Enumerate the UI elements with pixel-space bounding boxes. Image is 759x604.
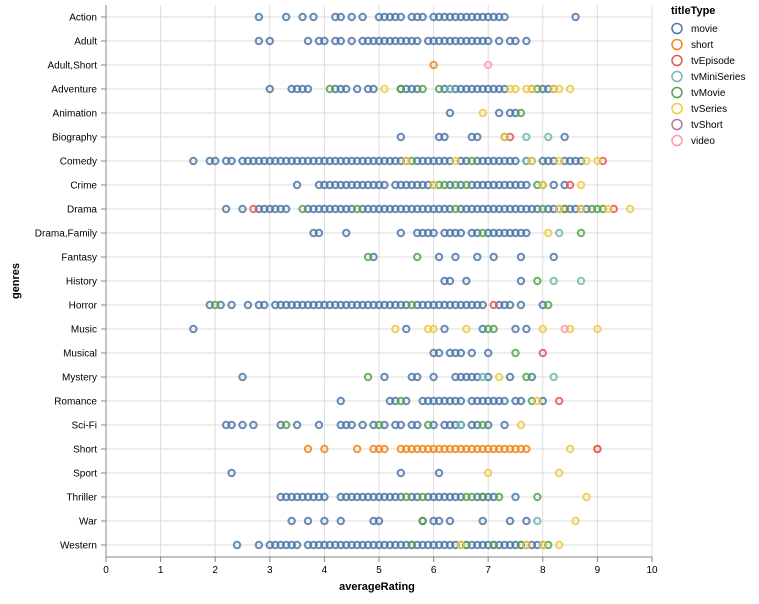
y-tick-label: Animation [53, 109, 97, 120]
y-tick-label: Sci-Fi [71, 421, 97, 432]
legend-symbol-video [672, 136, 682, 146]
y-tick-label: Mystery [62, 373, 97, 384]
y-tick-label: Music [71, 325, 97, 336]
x-tick-label: 3 [267, 565, 273, 576]
y-tick-label: History [66, 277, 97, 288]
y-tick-label: Drama,Family [35, 229, 97, 240]
y-tick-label: Romance [54, 397, 97, 408]
legend-items: movie short tvEpisode tvMiniSeries tvMovie tv… [672, 24, 745, 148]
x-tick-label: 7 [485, 565, 491, 576]
legend-label-tvShort: tvShort [691, 120, 723, 131]
legend-symbol-tvSeries [672, 104, 682, 114]
grid-layer [106, 5, 652, 557]
y-tick-label: Fantasy [61, 253, 97, 264]
legend: titleType movie short tvEpisode tvMiniSerie… [671, 5, 745, 147]
x-tick-label: 4 [322, 565, 328, 576]
y-tick-label: Sport [73, 469, 97, 480]
y-tick-label: Adult [74, 37, 97, 48]
y-tick-label: War [79, 517, 98, 528]
x-tick-label: 6 [431, 565, 437, 576]
legend-label-video: video [691, 136, 715, 147]
y-tick-label: Comedy [60, 157, 97, 168]
y-tick-label: Horror [69, 301, 98, 312]
y-tick-label: Biography [52, 133, 97, 144]
legend-label-short: short [691, 40, 713, 51]
y-tick-label: Action [69, 13, 97, 24]
legend-symbol-tvShort [672, 120, 682, 130]
legend-symbol-tvMiniSeries [672, 72, 682, 82]
legend-symbol-tvMovie [672, 88, 682, 98]
x-tick-label: 0 [103, 565, 109, 576]
x-tick-label: 2 [212, 565, 218, 576]
x-tick-label: 5 [376, 565, 382, 576]
y-tick-label: Crime [70, 181, 97, 192]
y-tick-label: Thriller [66, 493, 97, 504]
x-axis: 0 1 2 3 4 5 6 7 8 9 10 [103, 557, 658, 576]
y-tick-label: Drama [67, 205, 97, 216]
y-tick-label: Adult,Short [48, 61, 98, 72]
legend-symbol-short [672, 40, 682, 50]
legend-label-tvMiniSeries: tvMiniSeries [691, 72, 745, 83]
x-tick-label: 10 [646, 565, 658, 576]
y-tick-label: Western [60, 541, 97, 552]
legend-symbol-movie [672, 24, 682, 34]
x-tick-label: 9 [595, 565, 601, 576]
y-axis: Action Adult Adult,Short Adventure Animation… [35, 5, 106, 557]
legend-symbol-tvEpisode [672, 56, 682, 66]
legend-title: titleType [671, 5, 715, 17]
y-tick-label: Short [73, 445, 97, 456]
legend-label-movie: movie [691, 24, 718, 35]
legend-label-tvEpisode: tvEpisode [691, 56, 735, 67]
x-axis-title: averageRating [339, 581, 415, 593]
y-axis-title: genres [10, 263, 22, 299]
legend-label-tvMovie: tvMovie [691, 88, 726, 99]
x-tick-label: 1 [158, 565, 164, 576]
legend-label-tvSeries: tvSeries [691, 104, 727, 115]
x-tick-label: 8 [540, 565, 546, 576]
y-tick-label: Musical [63, 349, 97, 360]
y-tick-label: Adventure [51, 85, 97, 96]
